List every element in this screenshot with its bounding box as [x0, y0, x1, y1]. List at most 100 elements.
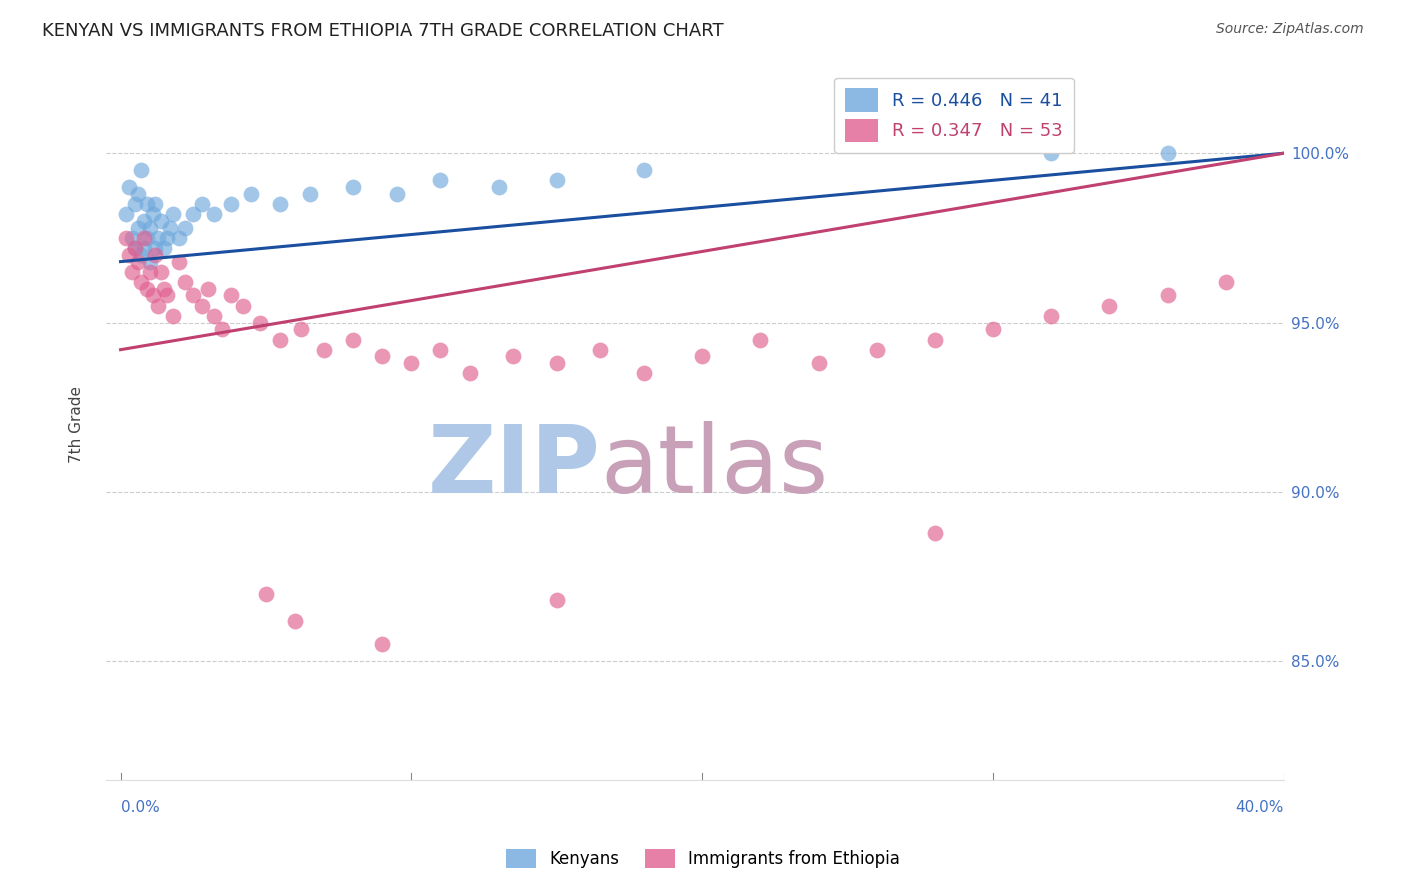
Point	[589, 343, 612, 357]
Point	[141, 288, 163, 302]
Point	[150, 214, 173, 228]
Point	[924, 333, 946, 347]
Point	[211, 322, 233, 336]
Text: 7th Grade: 7th Grade	[69, 385, 84, 463]
Point	[121, 231, 143, 245]
Point	[121, 265, 143, 279]
Point	[138, 254, 160, 268]
Point	[202, 309, 225, 323]
Point	[150, 265, 173, 279]
Point	[138, 265, 160, 279]
Point	[254, 586, 277, 600]
Point	[181, 207, 204, 221]
Point	[115, 231, 138, 245]
Point	[129, 163, 152, 178]
Point	[401, 356, 423, 370]
Point	[429, 343, 451, 357]
Point	[145, 241, 167, 255]
Point	[981, 322, 1004, 336]
Point	[118, 180, 141, 194]
Point	[191, 197, 214, 211]
Point	[135, 231, 157, 245]
Point	[115, 207, 138, 221]
Text: 40.0%: 40.0%	[1236, 800, 1284, 815]
Point	[132, 231, 155, 245]
Point	[1156, 146, 1178, 161]
Point	[546, 173, 568, 187]
Legend: Kenyans, Immigrants from Ethiopia: Kenyans, Immigrants from Ethiopia	[499, 842, 907, 875]
Point	[156, 288, 179, 302]
Point	[127, 254, 149, 268]
Point	[1040, 309, 1063, 323]
Point	[129, 275, 152, 289]
Point	[924, 525, 946, 540]
Point	[124, 241, 146, 255]
Point	[749, 333, 772, 347]
Point	[153, 282, 176, 296]
Point	[191, 299, 214, 313]
Point	[167, 231, 190, 245]
Point	[138, 220, 160, 235]
Point	[458, 367, 481, 381]
Text: ZIP: ZIP	[427, 421, 600, 513]
Text: Source: ZipAtlas.com: Source: ZipAtlas.com	[1216, 22, 1364, 37]
Point	[124, 197, 146, 211]
Point	[141, 207, 163, 221]
Point	[181, 288, 204, 302]
Point	[202, 207, 225, 221]
Point	[488, 180, 510, 194]
Point	[135, 197, 157, 211]
Text: 0.0%: 0.0%	[121, 800, 159, 815]
Point	[135, 282, 157, 296]
Point	[219, 197, 242, 211]
Point	[371, 350, 394, 364]
Point	[156, 231, 179, 245]
Point	[162, 309, 184, 323]
Point	[290, 322, 312, 336]
Point	[546, 356, 568, 370]
Text: atlas: atlas	[600, 421, 830, 513]
Point	[371, 637, 394, 651]
Point	[145, 248, 167, 262]
Point	[1040, 146, 1063, 161]
Point	[546, 593, 568, 607]
Point	[162, 207, 184, 221]
Point	[219, 288, 242, 302]
Point	[167, 254, 190, 268]
Text: KENYAN VS IMMIGRANTS FROM ETHIOPIA 7TH GRADE CORRELATION CHART: KENYAN VS IMMIGRANTS FROM ETHIOPIA 7TH G…	[42, 22, 724, 40]
Point	[284, 614, 307, 628]
Point	[153, 241, 176, 255]
Point	[118, 248, 141, 262]
Point	[132, 241, 155, 255]
Point	[269, 197, 291, 211]
Point	[690, 350, 713, 364]
Point	[385, 186, 408, 201]
Point	[148, 299, 170, 313]
Point	[124, 241, 146, 255]
Point	[807, 356, 830, 370]
Point	[197, 282, 219, 296]
Point	[429, 173, 451, 187]
Point	[633, 163, 655, 178]
Point	[232, 299, 254, 313]
Point	[342, 180, 364, 194]
Point	[249, 316, 271, 330]
Point	[132, 214, 155, 228]
Point	[159, 220, 181, 235]
Point	[129, 248, 152, 262]
Point	[269, 333, 291, 347]
Point	[298, 186, 321, 201]
Point	[866, 343, 889, 357]
Point	[342, 333, 364, 347]
Point	[145, 197, 167, 211]
Point	[314, 343, 336, 357]
Point	[1156, 288, 1178, 302]
Point	[633, 367, 655, 381]
Point	[148, 231, 170, 245]
Point	[240, 186, 263, 201]
Legend: R = 0.446   N = 41, R = 0.347   N = 53: R = 0.446 N = 41, R = 0.347 N = 53	[834, 78, 1074, 153]
Point	[127, 220, 149, 235]
Point	[1215, 275, 1237, 289]
Point	[173, 220, 195, 235]
Point	[502, 350, 524, 364]
